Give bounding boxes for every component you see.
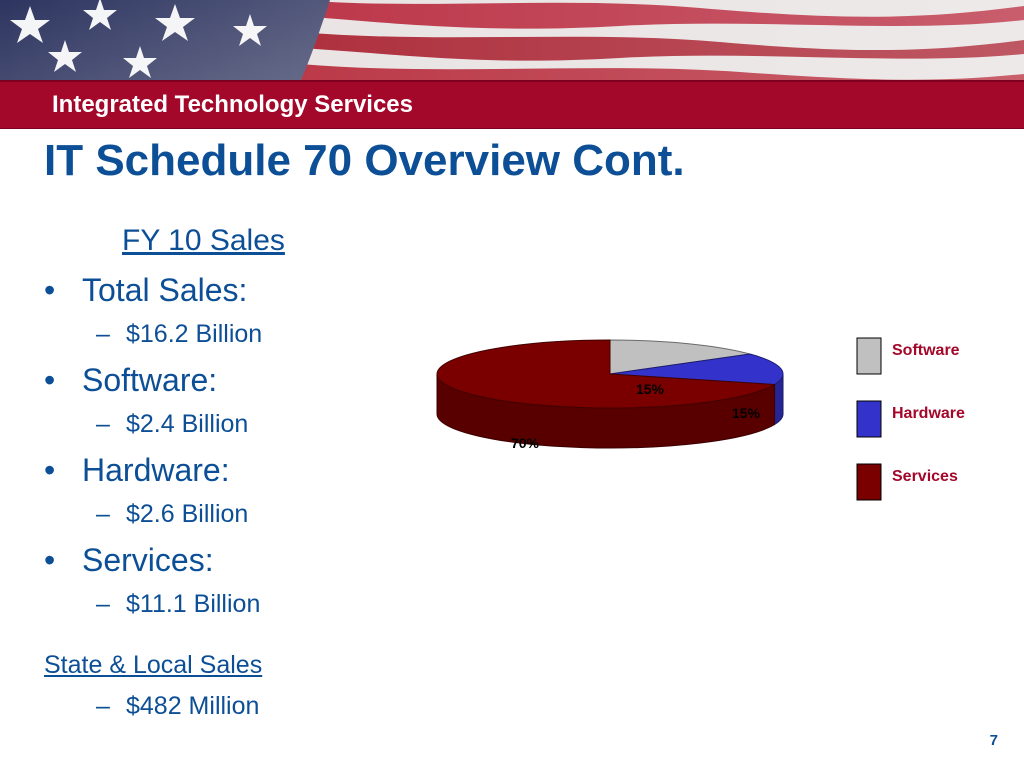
sales-pie-chart: 15% 15% 70% Software Hardware Services [436,337,965,501]
legend-label-services: Services [892,468,958,485]
software-slice [609,339,751,375]
sub-bullet-marker: – [96,320,110,348]
bullet-marker: • [44,272,56,308]
page-number: 7 [989,732,998,749]
fy10-sales-heading: FY 10 Sales [122,224,285,257]
legend-swatch-services [856,463,882,501]
slide-title: IT Schedule 70 Overview Cont. [44,136,685,185]
bullet-marker: • [44,542,56,578]
bullet-total-sales: Total Sales: [82,272,248,308]
software-data-label: 15% [636,381,665,397]
services-data-label: 70% [511,435,540,451]
state-local-sales-heading: State & Local Sales [44,651,263,679]
legend-label-hardware: Hardware [892,405,965,422]
legend-swatch-hardware [856,400,882,438]
banner-title: Integrated Technology Services [52,91,413,118]
header-banner: Integrated Technology Services [0,80,1024,129]
legend-swatch-software [856,337,882,375]
services-slice [436,339,777,409]
bullet-hardware: Hardware: [82,452,230,488]
bullet-marker: • [44,362,56,398]
software-value: $2.4 Billion [126,410,249,438]
sub-bullet-marker: – [96,692,110,720]
services-value: $11.1 Billion [126,590,261,618]
sub-bullet-marker: – [96,500,110,528]
hardware-data-label: 15% [732,405,761,421]
flag-banner-image [0,0,1024,82]
legend-label-software: Software [892,342,960,359]
hardware-slice [609,353,784,386]
bullet-software: Software: [82,362,218,398]
total-sales-value: $16.2 Billion [126,320,263,348]
sub-bullet-marker: – [96,410,110,438]
sub-bullet-marker: – [96,590,110,618]
hardware-value: $2.6 Billion [126,500,249,528]
state-local-sales-value: $482 Million [126,692,260,720]
bullet-marker: • [44,452,56,488]
bullet-services: Services: [82,542,214,578]
